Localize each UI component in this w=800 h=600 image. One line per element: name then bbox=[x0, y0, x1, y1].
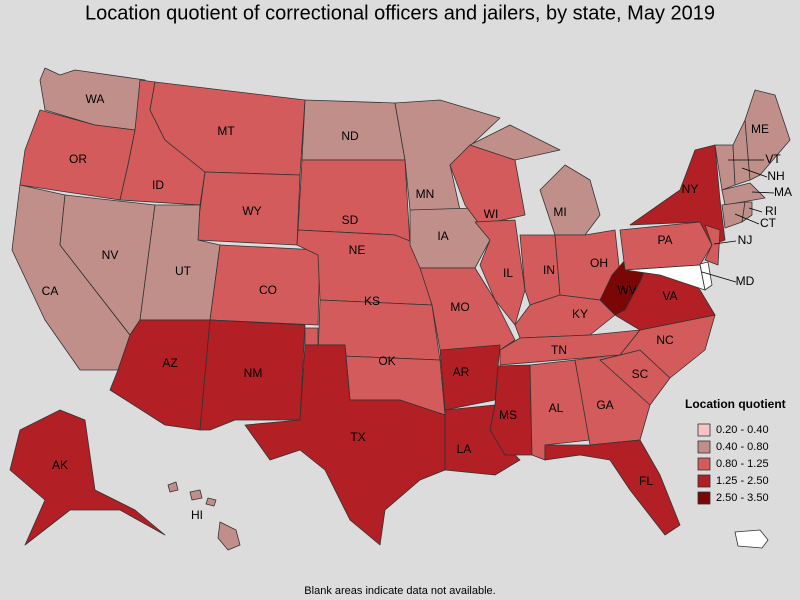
state-label: SD bbox=[342, 213, 359, 227]
state-shape bbox=[699, 261, 713, 291]
state-label: AL bbox=[549, 401, 564, 415]
state-shape bbox=[439, 344, 501, 411]
state-label: PA bbox=[657, 233, 672, 247]
state-label: NM bbox=[244, 366, 263, 380]
state-label: RI bbox=[765, 204, 777, 218]
legend-label: 1.25 - 2.50 bbox=[716, 475, 769, 487]
state-label: IN bbox=[543, 263, 555, 277]
state-label: MO bbox=[450, 300, 469, 314]
state-label: MA bbox=[774, 185, 792, 199]
state-shape bbox=[721, 201, 746, 229]
legend-title: Location quotient bbox=[685, 397, 786, 411]
state-label: WI bbox=[484, 207, 499, 221]
state-label: OH bbox=[590, 256, 608, 270]
state-label: AK bbox=[52, 458, 68, 472]
state-label: NJ bbox=[738, 233, 753, 247]
state-label: MD bbox=[736, 274, 755, 288]
state-label: IA bbox=[437, 229, 448, 243]
state-label: ME bbox=[751, 122, 769, 136]
state-label: TN bbox=[551, 343, 567, 357]
state-label: AR bbox=[453, 365, 470, 379]
legend-label: 0.40 - 0.80 bbox=[716, 441, 769, 453]
state-label: ID bbox=[152, 178, 164, 192]
state-label: NY bbox=[682, 182, 699, 196]
leader-line bbox=[713, 240, 737, 245]
state-shape bbox=[244, 344, 446, 546]
state-label: VT bbox=[765, 152, 781, 166]
legend-swatch bbox=[697, 491, 711, 505]
footnote: Blank areas indicate data not available. bbox=[304, 585, 495, 597]
state-shape bbox=[469, 124, 561, 161]
state-label: HI bbox=[191, 508, 203, 522]
legend-swatch bbox=[697, 474, 711, 488]
state-shape bbox=[574, 354, 651, 446]
state-label: UT bbox=[175, 264, 192, 278]
state-shape bbox=[189, 489, 203, 501]
state-label: KY bbox=[572, 307, 588, 321]
state-shape bbox=[624, 264, 706, 291]
state-shape bbox=[199, 319, 306, 431]
state-label: CT bbox=[760, 216, 777, 230]
legend-label: 2.50 - 3.50 bbox=[716, 492, 769, 504]
state-shape bbox=[419, 267, 516, 351]
legend-swatch bbox=[697, 423, 711, 437]
state-label: SC bbox=[632, 367, 649, 381]
state-label: TX bbox=[350, 430, 365, 444]
state-label: GA bbox=[596, 398, 613, 412]
state-label: CO bbox=[259, 283, 277, 297]
state-label: CA bbox=[42, 284, 59, 298]
state-shape bbox=[544, 439, 681, 536]
state-label: ND bbox=[341, 129, 359, 143]
state-label: KS bbox=[364, 294, 380, 308]
state-label: NC bbox=[656, 333, 674, 347]
state-shape bbox=[209, 244, 321, 326]
state-label: VA bbox=[662, 289, 677, 303]
state-shape bbox=[9, 409, 166, 546]
state-label: MI bbox=[553, 205, 566, 219]
state-label: MS bbox=[499, 408, 517, 422]
state-label: WA bbox=[86, 92, 105, 106]
legend-label: 0.20 - 0.40 bbox=[716, 424, 769, 436]
state-shape bbox=[539, 164, 601, 236]
leader-line bbox=[734, 213, 760, 225]
state-shape bbox=[474, 219, 526, 326]
state-label: MT bbox=[217, 124, 235, 138]
state-label: NE bbox=[349, 243, 366, 257]
legend-label: 0.80 - 1.25 bbox=[716, 458, 769, 470]
state-shape bbox=[167, 481, 179, 493]
leader-line bbox=[701, 271, 737, 283]
state-shape bbox=[205, 497, 217, 507]
leader-line bbox=[748, 207, 763, 213]
state-label: WV bbox=[617, 283, 636, 297]
state-shape bbox=[741, 201, 753, 223]
legend-swatch bbox=[697, 457, 711, 471]
state-shape bbox=[744, 89, 791, 181]
state-label: LA bbox=[457, 442, 472, 456]
state-shape bbox=[394, 99, 501, 211]
state-label: MN bbox=[416, 187, 435, 201]
state-label: IL bbox=[503, 266, 513, 280]
map-title: Location quotient of correctional office… bbox=[85, 2, 715, 24]
leader-line bbox=[751, 191, 775, 194]
state-shape bbox=[217, 521, 241, 551]
state-label: NH bbox=[767, 169, 784, 183]
state-label: OK bbox=[378, 354, 395, 368]
legend-swatch bbox=[697, 440, 711, 454]
state-label: OR bbox=[69, 152, 87, 166]
state-label: WY bbox=[242, 204, 261, 218]
state-shape bbox=[721, 182, 766, 206]
territory-shape bbox=[734, 529, 769, 549]
state-label: AZ bbox=[162, 356, 177, 370]
leader-line bbox=[741, 167, 768, 178]
state-shape bbox=[629, 144, 726, 246]
state-label: NV bbox=[102, 248, 119, 262]
state-shape bbox=[619, 221, 713, 271]
state-shape bbox=[704, 224, 721, 266]
state-label: FL bbox=[639, 474, 653, 488]
